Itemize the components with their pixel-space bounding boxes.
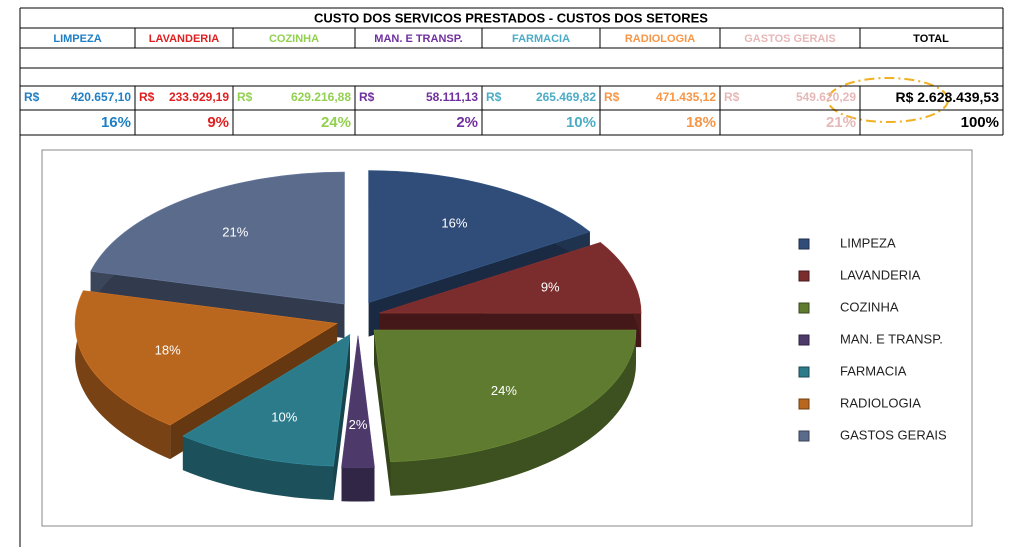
column-header: MAN. E TRANSP. [374, 33, 462, 45]
legend-swatch [798, 334, 810, 346]
legend-swatch [798, 302, 810, 314]
legend-label: COZINHA [840, 299, 899, 314]
currency: R$ [237, 90, 253, 104]
slice-side [333, 334, 350, 501]
currency: R$ [139, 90, 155, 104]
data-label: 24% [491, 383, 517, 398]
pie-slice [373, 329, 637, 463]
legend-label: MAN. E TRANSP. [840, 331, 943, 346]
amount: 233.929,19 [169, 90, 229, 104]
percent: 18% [686, 114, 716, 131]
legend-swatch [798, 398, 810, 410]
column-header: GASTOS GERAIS [744, 33, 835, 45]
pie-slice [341, 335, 375, 468]
amount: 420.657,10 [71, 90, 131, 104]
currency: R$ [359, 90, 375, 104]
column-header: TOTAL [913, 33, 949, 45]
highlight-annotation [827, 77, 949, 123]
legend-label: FARMACIA [840, 363, 907, 378]
amount: 2.628.439,53 [917, 89, 999, 105]
slice-wall [390, 330, 636, 496]
slice-wall [182, 436, 334, 501]
slice-side [374, 330, 391, 496]
legend-swatch [798, 238, 810, 250]
table-title: CUSTO DOS SERVICOS PRESTADOS - CUSTOS DO… [314, 10, 708, 25]
currency: R$ [24, 90, 40, 104]
percent: 16% [101, 114, 131, 131]
total-amount: R$ 2.628.439,53 [895, 89, 999, 105]
pie-slice [74, 290, 338, 426]
slice-wall [75, 290, 171, 460]
slice-wall [341, 467, 375, 502]
percent: 21% [826, 114, 856, 131]
amount: 629.216,88 [291, 90, 351, 104]
currency: R$ [724, 90, 740, 104]
data-label: 10% [271, 409, 297, 424]
legend-swatch [798, 430, 810, 442]
column-header: FARMACIA [512, 33, 570, 45]
data-label: 18% [155, 343, 181, 358]
pie-slice [90, 171, 345, 305]
data-label: 9% [541, 279, 560, 294]
percent: 2% [456, 114, 478, 131]
amount: 58.111,13 [426, 90, 478, 104]
percent: 9% [207, 114, 229, 131]
legend-label: LIMPEZA [840, 235, 896, 250]
amount: 549.620,29 [796, 90, 856, 104]
legend-swatch [798, 270, 810, 282]
data-label: 16% [441, 215, 467, 230]
legend-swatch [798, 366, 810, 378]
amount: 265.469,82 [536, 90, 596, 104]
data-label: 2% [349, 417, 368, 432]
column-header: RADIOLOGIA [625, 33, 695, 45]
total-percent: 100% [961, 114, 999, 131]
amount: 471.435,12 [656, 90, 716, 104]
currency: R$ [604, 90, 620, 104]
pie-slice [368, 170, 591, 304]
pie-slice [182, 333, 351, 467]
legend-label: LAVANDERIA [840, 267, 921, 282]
percent: 10% [566, 114, 596, 131]
currency: R$ [895, 89, 913, 105]
legend-label: RADIOLOGIA [840, 395, 921, 410]
legend-label: GASTOS GERAIS [840, 427, 947, 442]
column-header: COZINHA [269, 33, 319, 45]
column-header: LAVANDERIA [149, 33, 220, 45]
column-header: LIMPEZA [53, 33, 101, 45]
data-label: 21% [222, 225, 248, 240]
percent: 24% [321, 114, 351, 131]
currency: R$ [486, 90, 502, 104]
pie-slice [379, 242, 642, 314]
